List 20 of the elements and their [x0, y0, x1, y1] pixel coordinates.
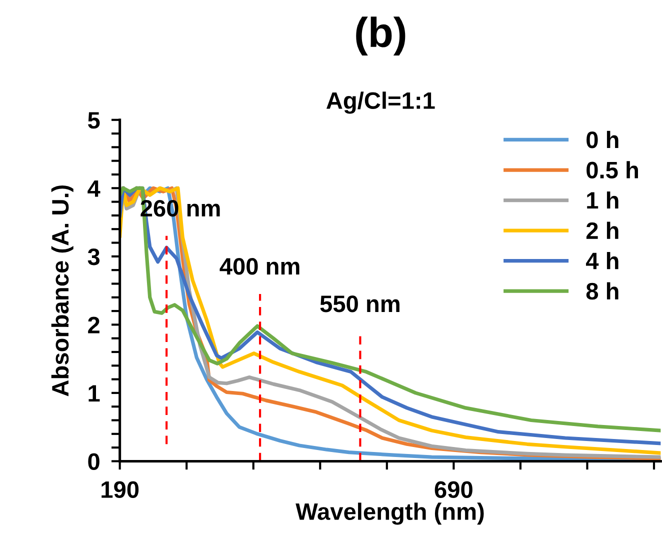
- legend-label: 0.5 h: [586, 161, 638, 179]
- chart-subtitle: Ag/Cl=1:1: [326, 92, 435, 114]
- legend-label: 4 h: [586, 252, 618, 270]
- x-axis-title: Wavelength (nm): [296, 502, 484, 525]
- y-tick-label: 4: [88, 180, 100, 197]
- x-tick-label: 190: [102, 481, 139, 498]
- legend-label: 8 h: [586, 282, 618, 300]
- legend-label: 0 h: [586, 130, 618, 148]
- legend-label: 2 h: [586, 222, 618, 239]
- ref-line-label: 550 nm: [320, 296, 400, 312]
- y-tick-label: 0: [88, 453, 100, 470]
- y-tick-label: 1: [88, 385, 100, 402]
- chart-title: (b): [356, 16, 406, 56]
- y-tick-label: 2: [88, 316, 100, 334]
- legend-label: 1 h: [587, 191, 618, 209]
- y-tick-label: 3: [88, 248, 100, 266]
- x-tick-label: 690: [434, 481, 472, 498]
- y-axis-title: Absorbance (A. U.): [51, 185, 74, 396]
- y-tick-label: 5: [88, 112, 100, 129]
- ref-line-label: 400 nm: [220, 258, 300, 275]
